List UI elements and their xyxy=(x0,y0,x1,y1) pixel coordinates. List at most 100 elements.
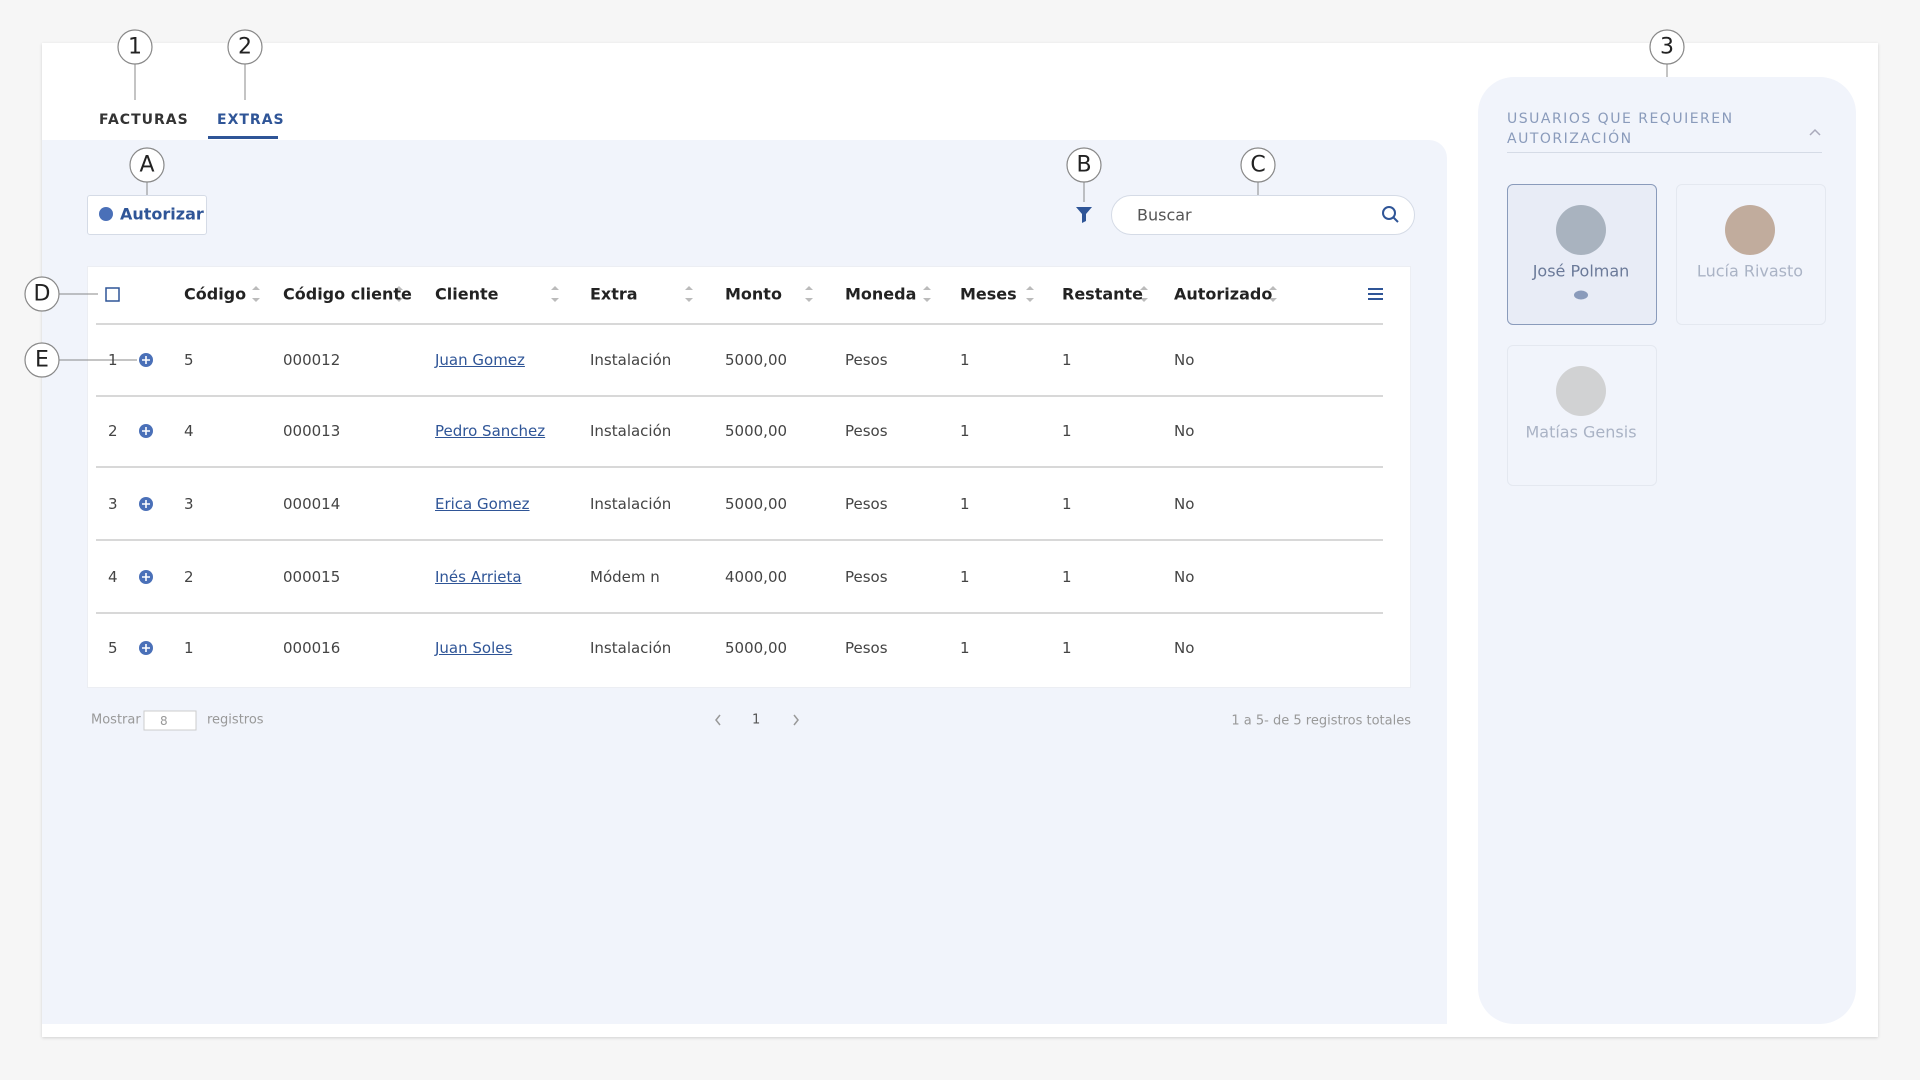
cell: 1 xyxy=(108,351,118,369)
search-box[interactable] xyxy=(1111,195,1415,235)
cell: Pesos xyxy=(845,495,888,513)
user-name[interactable]: Lucía Rivasto xyxy=(1696,261,1804,281)
check-icon xyxy=(99,207,113,221)
cell: Pesos xyxy=(845,351,888,369)
cell: 000016 xyxy=(283,639,341,657)
tab[interactable]: FACTURAS xyxy=(99,112,189,128)
cell: 1 xyxy=(1062,639,1072,657)
column-header[interactable]: Código cliente xyxy=(283,284,412,304)
select-all-checkbox xyxy=(105,287,120,302)
callout-label: E xyxy=(35,347,49,373)
client-link[interactable]: Juan Gomez xyxy=(435,351,525,369)
cell: Instalación xyxy=(590,422,672,440)
table-card xyxy=(87,266,1411,688)
cell: 5000,00 xyxy=(725,639,788,657)
filter-icon xyxy=(1076,207,1092,223)
cell: No xyxy=(1174,422,1195,440)
pagination-label: Mostrar xyxy=(91,712,141,728)
column-header[interactable]: Extra xyxy=(590,284,638,304)
cell: 5000,00 xyxy=(725,495,788,513)
pagination-label: registros xyxy=(207,712,264,728)
expand-plus xyxy=(142,644,150,652)
authorize-label[interactable]: Autorizar xyxy=(120,204,204,224)
user-name[interactable]: Matías Gensis xyxy=(1525,422,1637,442)
cell: 5000,00 xyxy=(725,351,788,369)
next-page xyxy=(793,714,799,726)
cell: 1 xyxy=(184,639,194,657)
cell: 5 xyxy=(184,351,194,369)
avatar xyxy=(1556,205,1606,255)
cell: Módem n xyxy=(590,568,660,586)
callout-label: D xyxy=(33,281,51,307)
cell: No xyxy=(1174,351,1195,369)
page-size-select xyxy=(143,710,197,731)
cell: 000013 xyxy=(283,422,341,440)
callout-label: 3 xyxy=(1660,34,1674,60)
search-icon xyxy=(1382,206,1396,220)
cell: No xyxy=(1174,639,1195,657)
page-size-value[interactable]: 8 xyxy=(160,714,168,728)
cell: Instalación xyxy=(590,639,672,657)
sort-icon xyxy=(923,286,931,302)
callout-circle xyxy=(117,29,153,65)
cell: 4000,00 xyxy=(725,568,788,586)
cell: 2 xyxy=(184,568,194,586)
cell: 4 xyxy=(184,422,194,440)
sort-icon xyxy=(1269,286,1277,302)
column-header[interactable]: Código xyxy=(184,284,247,304)
avatar xyxy=(1556,366,1606,416)
callout-circle xyxy=(1649,29,1685,65)
pagination-summary: 1 a 5- de 5 registros totales xyxy=(1231,713,1411,729)
column-header[interactable]: Cliente xyxy=(435,284,499,304)
column-header[interactable]: Moneda xyxy=(845,284,917,304)
cell: 000012 xyxy=(283,351,341,369)
cell: 3 xyxy=(108,495,118,513)
cell: 1 xyxy=(1062,495,1072,513)
cell: No xyxy=(1174,495,1195,513)
sort-icon xyxy=(395,286,403,302)
cell: 5 xyxy=(108,639,118,657)
cell: Pesos xyxy=(845,568,888,586)
column-header[interactable]: Monto xyxy=(725,284,782,304)
expand-plus xyxy=(142,573,150,581)
expand-plus xyxy=(142,356,150,364)
expand-plus xyxy=(142,500,150,508)
search-placeholder[interactable]: Buscar xyxy=(1137,205,1192,225)
sort-icon xyxy=(252,286,260,302)
user-name[interactable]: José Polman xyxy=(1532,261,1630,281)
client-link[interactable]: Pedro Sanchez xyxy=(435,422,546,440)
callout-circle xyxy=(129,147,165,183)
callout-label: 2 xyxy=(238,34,252,60)
cell: 000015 xyxy=(283,568,341,586)
cell: 1 xyxy=(960,568,970,586)
cell: 1 xyxy=(960,422,970,440)
tab-underline xyxy=(208,136,278,139)
client-link[interactable]: Inés Arrieta xyxy=(435,568,522,586)
column-header[interactable]: Meses xyxy=(960,284,1017,304)
cell: 1 xyxy=(1062,351,1072,369)
callout-label: 1 xyxy=(128,34,142,60)
cell: Instalación xyxy=(590,351,672,369)
column-header[interactable]: Autorizado xyxy=(1174,284,1273,304)
client-link[interactable]: Erica Gomez xyxy=(435,495,530,513)
cell: Pesos xyxy=(845,639,888,657)
cell: Pesos xyxy=(845,422,888,440)
callout-label: C xyxy=(1250,152,1266,178)
page-number[interactable]: 1 xyxy=(752,712,761,728)
prev-page xyxy=(715,714,721,726)
tab[interactable]: EXTRAS xyxy=(217,112,285,128)
view-icon xyxy=(1574,290,1588,300)
client-link[interactable]: Juan Soles xyxy=(435,639,513,657)
sort-icon xyxy=(805,286,813,302)
column-header[interactable]: Restante xyxy=(1062,284,1144,304)
cell: 1 xyxy=(960,639,970,657)
sort-icon xyxy=(1140,286,1148,302)
cell: No xyxy=(1174,568,1195,586)
sort-icon xyxy=(1026,286,1034,302)
callout-circle xyxy=(24,276,60,312)
cell: 3 xyxy=(184,495,194,513)
cell: 5000,00 xyxy=(725,422,788,440)
expand-plus xyxy=(142,427,150,435)
